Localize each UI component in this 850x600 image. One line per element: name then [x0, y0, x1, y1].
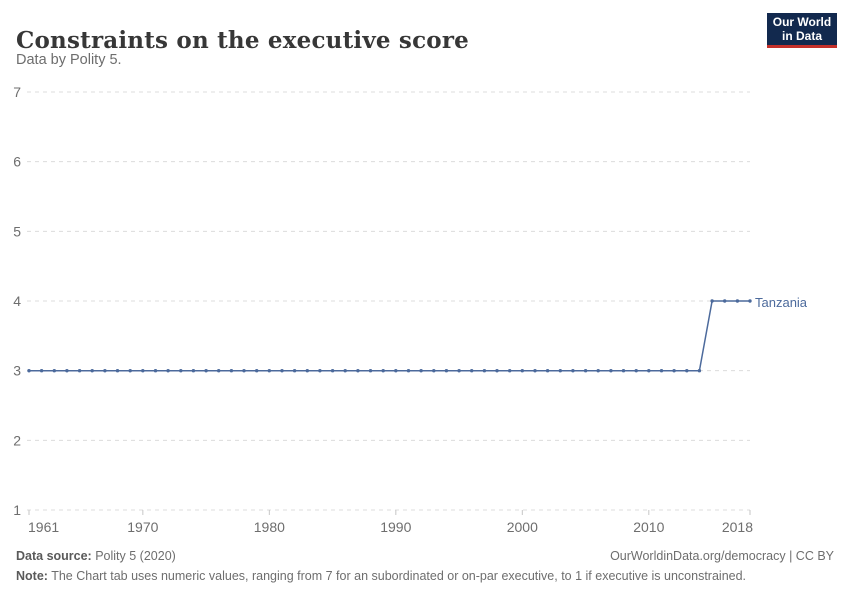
data-point-1967	[103, 369, 107, 373]
series-label-tanzania: Tanzania	[755, 295, 808, 310]
data-point-1998	[495, 369, 499, 373]
y-tick-label-7: 7	[13, 84, 21, 100]
data-point-1995	[457, 369, 461, 373]
data-point-1970	[141, 369, 145, 373]
data-point-2004	[571, 369, 575, 373]
data-point-1977	[229, 369, 234, 373]
x-tick-label-2018: 2018	[722, 519, 753, 535]
owid-logo: Our World in Data	[767, 13, 837, 48]
data-point-1982	[292, 369, 297, 373]
data-point-1963	[52, 369, 56, 373]
data-point-1981	[280, 369, 284, 373]
owid-license-link[interactable]: OurWorldinData.org/democracy | CC BY	[610, 549, 834, 563]
owid-logo-line2: in Data	[781, 29, 822, 43]
chart-subtitle: Data by Polity 5.	[16, 52, 122, 68]
data-source-label: Data source:	[16, 549, 92, 563]
data-point-1991	[406, 369, 411, 373]
data-point-2016	[723, 299, 727, 303]
data-point-2001	[533, 369, 537, 373]
data-point-1974	[191, 369, 196, 373]
x-tick-label-1970: 1970	[127, 519, 158, 535]
data-point-2008	[621, 369, 626, 373]
note-value: The Chart tab uses numeric values, rangi…	[47, 569, 747, 583]
data-point-2006	[596, 369, 600, 373]
data-point-1962	[39, 369, 44, 373]
data-point-1996	[470, 369, 474, 373]
data-point-1990	[394, 369, 398, 373]
note-text: Note: The Chart tab uses numeric values,…	[16, 569, 746, 583]
data-point-1992	[419, 369, 423, 373]
data-source-text: Data source: Polity 5 (2020)	[16, 549, 176, 563]
note-label: Note:	[16, 569, 48, 583]
x-tick-label-2010: 2010	[633, 519, 664, 535]
data-point-1969	[128, 369, 132, 373]
data-point-2012	[672, 369, 676, 373]
y-tick-label-1: 1	[13, 502, 21, 518]
data-point-1988	[368, 369, 373, 373]
y-tick-label-3: 3	[13, 363, 21, 379]
data-source-value: Polity 5 (2020)	[91, 549, 176, 563]
data-point-1961	[27, 369, 31, 373]
data-point-1980	[267, 369, 271, 373]
data-point-1976	[217, 369, 221, 373]
data-point-1968	[115, 369, 120, 373]
data-point-2000	[520, 369, 524, 373]
data-point-1993	[432, 369, 436, 373]
data-point-2018	[748, 299, 752, 303]
data-point-2017	[735, 299, 740, 303]
data-point-1971	[153, 369, 158, 373]
line-chart-plot-area[interactable]: 1 2 3 4 5 6 7 1961 1970 1980 1990 2000 2010 2018	[0, 80, 850, 540]
data-point-1972	[166, 369, 170, 373]
x-tick-label-2000: 2000	[507, 519, 538, 535]
data-point-1997	[482, 369, 487, 373]
page-title: Constraints on the executive score	[16, 27, 469, 55]
data-point-2010	[647, 369, 651, 373]
x-tick-label-1961: 1961	[28, 519, 59, 535]
data-point-1978	[242, 369, 246, 373]
data-point-1984	[318, 369, 322, 373]
data-point-1983	[305, 369, 309, 373]
data-point-1985	[330, 369, 335, 373]
y-tick-label-2: 2	[13, 432, 21, 448]
data-point-1975	[204, 369, 208, 373]
series-line-tanzania	[29, 300, 750, 372]
data-point-1966	[90, 369, 94, 373]
y-tick-label-6: 6	[13, 154, 21, 170]
data-point-1973	[179, 369, 183, 373]
x-tick-label-1990: 1990	[380, 519, 411, 535]
data-point-1986	[343, 369, 347, 373]
y-tick-label-4: 4	[13, 293, 21, 309]
data-point-2011	[659, 369, 664, 373]
data-point-1964	[65, 369, 69, 373]
data-point-1987	[356, 369, 360, 373]
data-point-2007	[609, 369, 613, 373]
data-point-2014	[697, 369, 702, 373]
y-tick-label-5: 5	[13, 223, 21, 239]
data-point-2015	[710, 299, 714, 303]
data-point-1979	[255, 369, 259, 373]
x-tick-label-1980: 1980	[254, 519, 285, 535]
data-point-1965	[77, 369, 82, 373]
chart-canvas: 1 2 3 4 5 6 7 1961 1970 1980 1990 2000 2010 2018	[13, 84, 753, 535]
data-point-1989	[381, 369, 385, 373]
data-point-2002	[545, 369, 550, 373]
owid-logo-line1: Our World	[772, 15, 832, 29]
data-point-2009	[634, 369, 638, 373]
data-point-2013	[685, 369, 689, 373]
data-point-2003	[558, 369, 562, 373]
data-point-2005	[583, 369, 588, 373]
data-point-1999	[508, 369, 512, 373]
data-point-1994	[444, 369, 449, 373]
